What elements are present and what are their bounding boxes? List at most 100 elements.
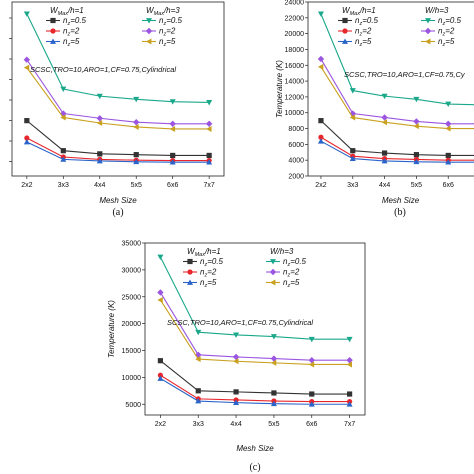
data-point [318,118,324,124]
x-tick-label: 3x3 [58,182,69,189]
legend-label: nz=0.5 [438,16,462,27]
data-point [270,359,277,366]
plot-frame [11,1,225,177]
data-point [60,114,66,121]
legend-marker [270,259,276,265]
series-line-h1-n5 [320,140,474,163]
data-point [350,148,356,154]
legend-marker [342,17,348,24]
y-tick-label: 30000 [122,267,142,274]
data-point [347,391,353,397]
data-point [24,118,30,124]
data-point [133,119,140,126]
data-point [233,399,240,406]
y-tick-label: 10000 [122,375,142,382]
y-tick-label: 18000 [285,47,305,54]
legend-marker [145,27,153,35]
data-point [346,401,353,407]
data-point [349,114,356,121]
data-point [271,390,277,396]
legend-marker [146,38,152,45]
chart-panel-1: 2x2 3x3 4x4 5x5 6x6 7x7 Mesh Size SCSC,TRO=10,A… [9,1,225,205]
data-point [170,152,176,159]
y-tick-label: 4000 [288,158,304,165]
x-tick-label: 2x2 [21,182,32,189]
data-point [195,356,201,363]
data-point [413,118,420,125]
series-line-h3-n5 [26,67,210,130]
legend-marker [270,279,276,286]
data-point [96,93,103,100]
y-tick-label: 12000 [285,94,305,101]
y-tick-label: 20000 [285,31,305,38]
data-point [195,388,201,394]
y-tick-label: 8000 [288,126,304,133]
data-point [445,159,452,165]
data-point [195,329,202,336]
y-tick-label: 10000 [285,110,305,117]
legend-label: nz=5 [355,37,372,48]
series-line-h3-n2 [159,292,350,361]
data-point [309,391,315,397]
data-point [60,86,67,92]
legend-marker [187,258,193,265]
legend-label: nz=0.5 [355,16,379,27]
x-tick-label: 5x5 [131,182,142,189]
series-line-h3-n5 [320,66,474,130]
data-point [381,93,388,100]
x-tick-label: 2x2 [155,421,166,428]
data-point [169,125,176,132]
legend-marker [342,38,348,44]
legend-label: nz=2 [283,268,300,279]
y-axis-label: Temperature (K) [107,300,116,358]
x-tick-label: 2x2 [315,182,326,189]
data-point [317,11,324,17]
data-point [96,115,103,122]
data-point [195,398,202,404]
data-point [23,56,31,63]
data-point [317,55,325,63]
panel-caption: (c) [249,462,260,473]
series-line-h1-n5 [26,141,210,163]
data-point [346,361,352,368]
data-point [232,353,240,361]
legend-label: nz=2 [63,27,80,38]
data-point [381,119,387,126]
legend-marker [187,279,193,285]
legend-label: nz=5 [438,37,455,48]
data-point [206,100,213,106]
data-point [157,372,163,378]
legend-group-title: WMax/h=1 [50,6,84,17]
legend-label: nz=5 [63,37,80,48]
data-point [133,96,140,103]
x-axis-label: Mesh Size [382,196,420,205]
legend-label: nz=2 [438,27,455,38]
data-point [169,120,176,127]
legend-group-title: W/h=3 [425,6,449,15]
data-point [349,155,356,161]
series-line-h3-n0.5 [159,256,350,340]
legend-group-title: WMax/h=1 [187,247,221,258]
series-line-h1-n0.5 [160,360,350,395]
legend-label: nz=0.5 [283,257,307,268]
series-line-h3-n2 [26,59,210,125]
y-tick-label: 15000 [122,348,142,355]
data-point [206,152,212,159]
legend-label: nz=0.5 [159,16,183,27]
data-point [60,148,66,154]
y-tick-label: 24000 [285,0,305,7]
legend-marker [424,27,432,35]
data-point [413,96,420,103]
x-axis-label: Mesh Size [236,444,274,453]
data-point [381,150,388,156]
y-tick-label: 5000 [125,402,141,409]
data-point [308,356,315,364]
x-tick-label: 5x5 [411,182,422,189]
legend-marker [187,269,193,275]
x-tick-label: 6x6 [443,182,454,189]
data-point [169,159,176,165]
y-tick-label: 22000 [285,15,305,22]
x-tick-label: 4x4 [230,421,241,428]
y-tick-label: 2000 [288,174,304,181]
